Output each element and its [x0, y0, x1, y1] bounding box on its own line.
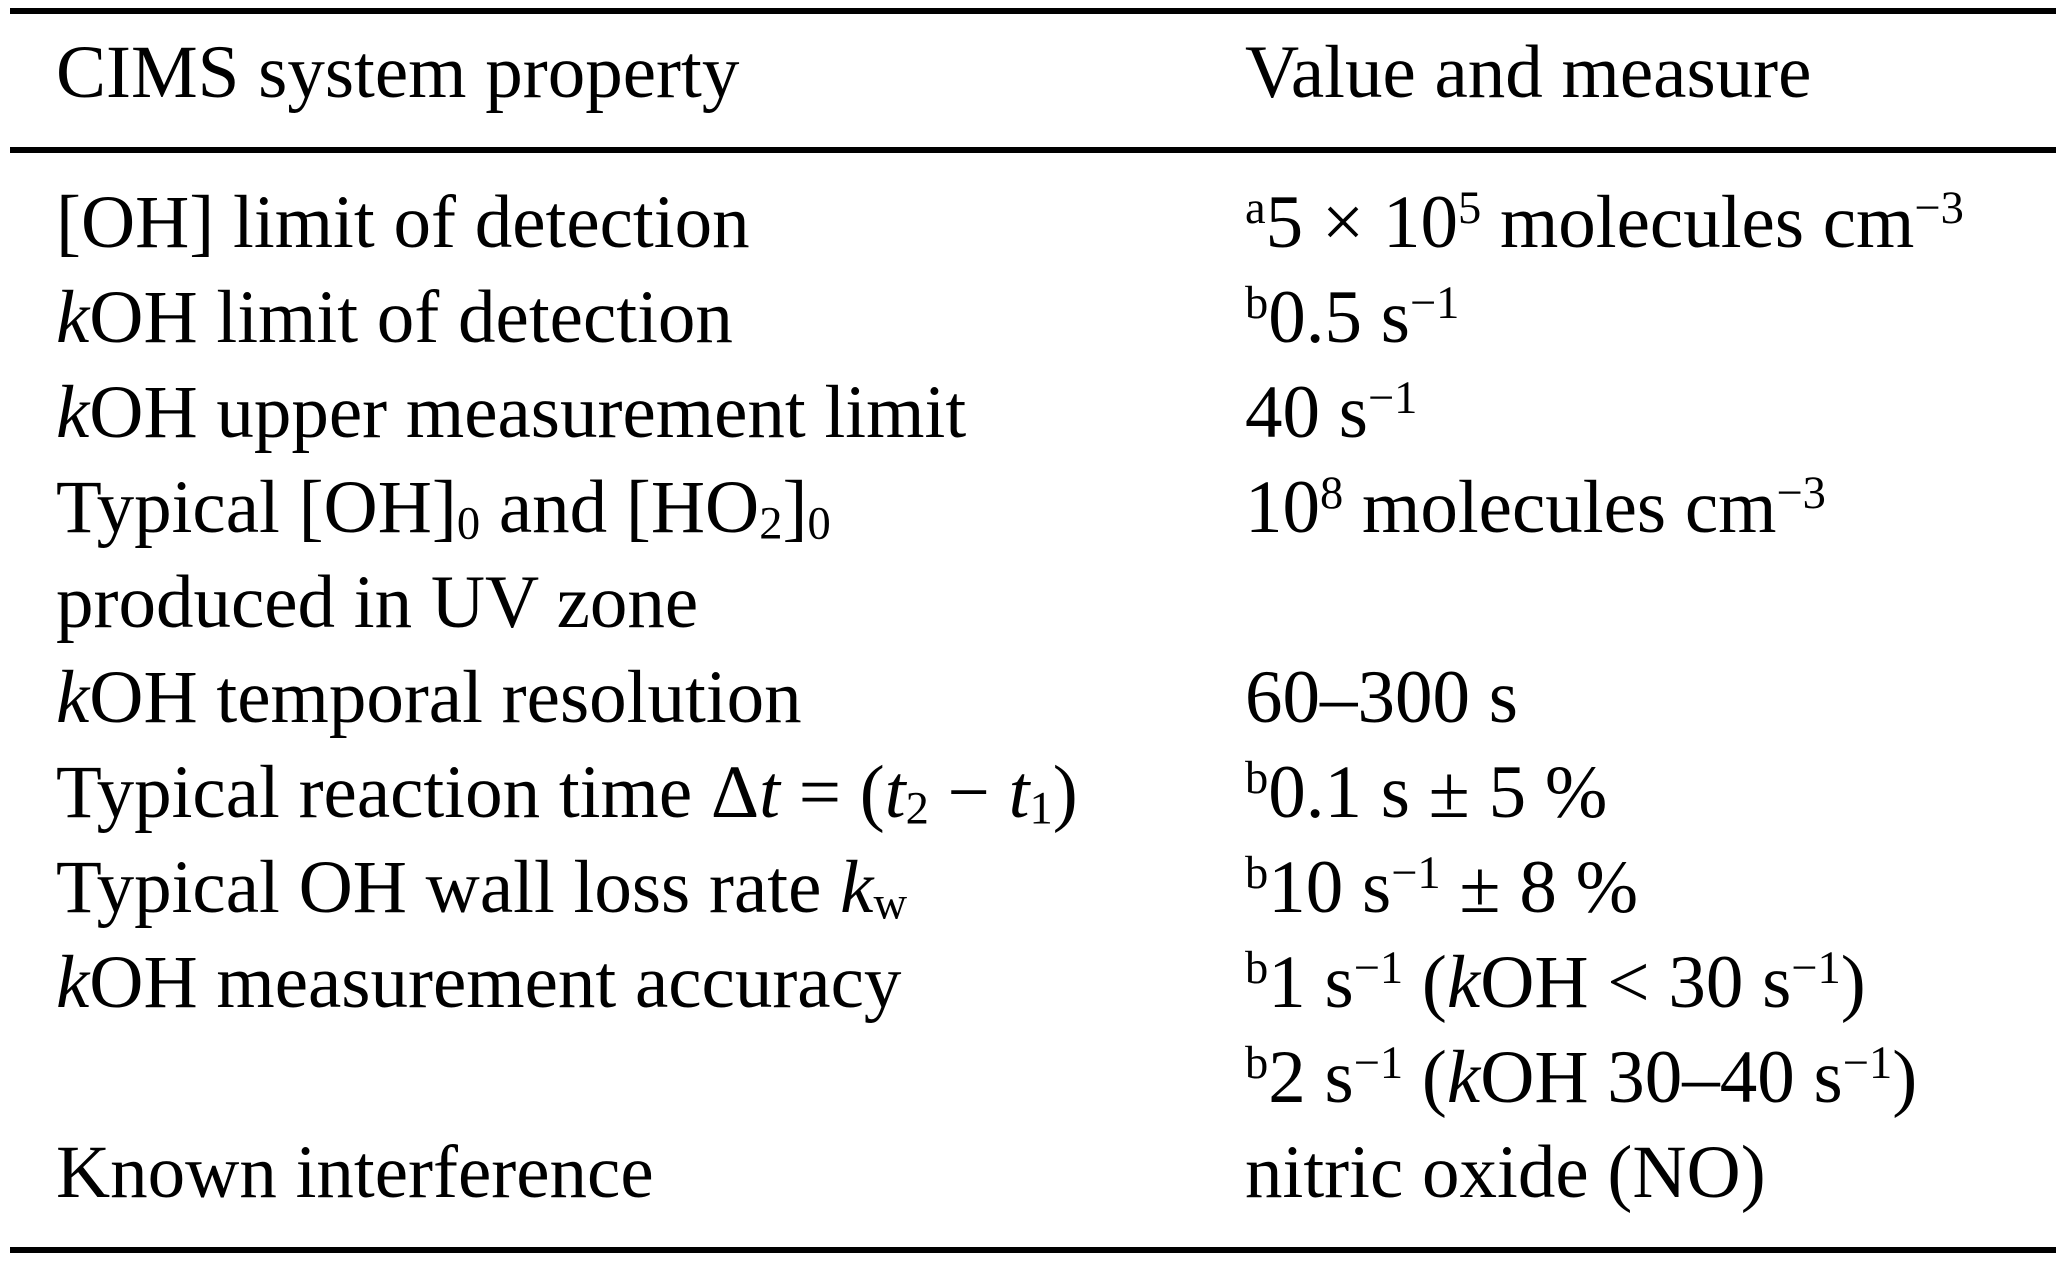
math-italic: t — [884, 751, 906, 834]
property-cell: kOH upper measurement limit — [56, 371, 967, 454]
math-italic: k — [56, 656, 90, 739]
math-italic: t — [1008, 751, 1030, 834]
table-row: Typical reaction time Δt = (t2 − t1) b0.… — [0, 745, 2066, 840]
superscript: −1 — [1367, 372, 1418, 424]
value-cell: nitric oxide (NO) — [1245, 1131, 1766, 1214]
math-italic: k — [56, 371, 90, 454]
math-italic: k — [1446, 941, 1481, 1024]
math-italic: k — [56, 941, 90, 1024]
math-italic: k — [840, 846, 874, 929]
property-cell: Typical reaction time Δt = (t2 − t1) — [56, 751, 1078, 835]
superscript: b — [1245, 277, 1269, 329]
column-header-property: CIMS system property — [56, 31, 740, 114]
subscript: 2 — [905, 783, 929, 835]
table-row: Known interference nitric oxide (NO) — [0, 1125, 2066, 1220]
table-row: Typical [OH]0 and [HO2]0 produced in UV z… — [0, 460, 2066, 650]
superscript: a — [1245, 182, 1266, 234]
value-cell: b1 s−1 (kOH < 30 s−1) b2 s−1 (kOH 30–40 s… — [1245, 941, 1918, 1119]
subscript: 0 — [807, 498, 831, 550]
value-cell: 40 s−1 — [1245, 371, 1418, 454]
superscript: −3 — [1776, 467, 1826, 519]
superscript: −1 — [1353, 942, 1404, 994]
value-cell: b0.5 s−1 — [1245, 276, 1460, 359]
value-cell: b0.1 s ± 5 % — [1245, 751, 1608, 834]
value-cell: a5 × 105 molecules cm−3 — [1245, 181, 1964, 264]
superscript: −1 — [1409, 277, 1460, 329]
table-row: kOH upper measurement limit 40 s−1 — [0, 365, 2066, 460]
superscript: b — [1245, 942, 1269, 994]
subscript: w — [873, 878, 908, 930]
table-bottom-rule — [10, 1247, 2056, 1253]
superscript: −1 — [1353, 1037, 1404, 1089]
value-cell: b10 s−1 ± 8 % — [1245, 846, 1639, 929]
property-cell: kOH temporal resolution — [56, 656, 802, 739]
column-header-value: Value and measure — [1245, 31, 1812, 114]
subscript: 2 — [759, 498, 783, 550]
table-body: [OH] limit of detection a5 × 105 molecul… — [0, 175, 2066, 1220]
superscript: b — [1245, 1037, 1269, 1089]
table-mid-rule — [10, 147, 2056, 153]
table-top-rule — [10, 8, 2056, 14]
table-header-row: CIMS system property Value and measure — [0, 25, 2066, 120]
property-cell: kOH limit of detection — [56, 276, 733, 359]
value-cell: 108 molecules cm−3 — [1245, 466, 1826, 549]
superscript: −1 — [1842, 1037, 1893, 1089]
math-italic: t — [759, 751, 780, 834]
table-row: kOH measurement accuracy b1 s−1 (kOH < 3… — [0, 935, 2066, 1125]
superscript: 5 — [1457, 182, 1482, 234]
property-cell: [OH] limit of detection — [56, 181, 750, 264]
superscript: b — [1245, 847, 1269, 899]
table-row: kOH limit of detection b0.5 s−1 — [0, 270, 2066, 365]
math-italic: k — [56, 276, 90, 359]
superscript: −1 — [1791, 942, 1841, 994]
superscript: −3 — [1914, 182, 1964, 234]
math-italic: k — [1446, 1036, 1481, 1119]
property-cell: Typical OH wall loss rate kw — [56, 846, 908, 930]
subscript: 0 — [456, 498, 481, 550]
table-row: kOH temporal resolution 60–300 s — [0, 650, 2066, 745]
superscript: −1 — [1391, 847, 1441, 899]
value-cell: 60–300 s — [1245, 656, 1518, 739]
property-cell: kOH measurement accuracy — [56, 941, 902, 1024]
table-row: Typical OH wall loss rate kw b10 s−1 ± 8… — [0, 840, 2066, 935]
property-cell: Known interference — [56, 1131, 654, 1214]
subscript: 1 — [1029, 783, 1053, 835]
superscript: 8 — [1320, 467, 1344, 519]
superscript: b — [1245, 752, 1269, 804]
property-cell: Typical [OH]0 and [HO2]0 produced in UV z… — [56, 466, 831, 644]
table-row: [OH] limit of detection a5 × 105 molecul… — [0, 175, 2066, 270]
